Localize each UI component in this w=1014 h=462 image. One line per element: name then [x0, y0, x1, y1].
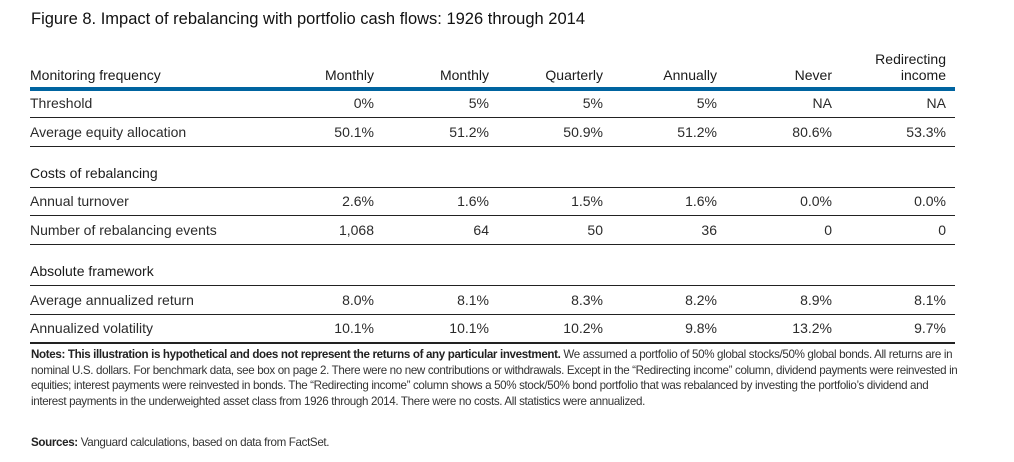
cell: 8.0%: [342, 292, 374, 308]
section-title: Costs of rebalancing: [30, 165, 158, 181]
cell: 2.6%: [342, 193, 374, 209]
cell: 5%: [582, 95, 603, 111]
column-header: Annually: [663, 67, 717, 83]
cell: 1.6%: [457, 193, 489, 209]
cell: 8.1%: [457, 292, 489, 308]
cell: 8.2%: [685, 292, 717, 308]
table-bottom-rule: [30, 342, 955, 344]
row-label: Average equity allocation: [30, 124, 187, 140]
cell: 0: [938, 222, 946, 238]
row-divider: [30, 187, 955, 188]
row-divider: [30, 285, 955, 286]
cell: 1,068: [338, 222, 374, 238]
table-row: Annual turnover 2.6% 1.6% 1.5% 1.6% 0.0%…: [30, 187, 955, 215]
notes-lead: Notes:: [31, 348, 65, 361]
cell: 1.5%: [571, 193, 603, 209]
column-header: Monthly: [324, 67, 374, 83]
row-label: Annual turnover: [30, 193, 129, 209]
cell: 0%: [353, 95, 374, 111]
cell: 50: [587, 222, 603, 238]
cell: 51.2%: [677, 124, 717, 140]
cell: NA: [812, 95, 832, 111]
cell: 64: [473, 222, 489, 238]
cell: 80.6%: [792, 124, 832, 140]
table-row: Annualized volatility 10.1% 10.1% 10.2% …: [30, 314, 955, 342]
cell: 5%: [696, 95, 717, 111]
sources-lead: Sources:: [31, 436, 78, 449]
cell: 13.2%: [792, 320, 832, 336]
cell: 0.0%: [800, 193, 832, 209]
cell: 50.1%: [334, 124, 374, 140]
row-divider: [30, 215, 955, 216]
column-header: Redirecting income: [875, 51, 946, 83]
figure-title: Figure 8. Impact of rebalancing with por…: [31, 10, 585, 28]
table-row: Average equity allocation 50.1% 51.2% 50…: [30, 118, 955, 146]
sources: Sources: Vanguard calculations, based on…: [31, 436, 330, 449]
cell: 50.9%: [563, 124, 603, 140]
row-label: Average annualized return: [30, 292, 194, 308]
cell: 1.6%: [685, 193, 717, 209]
header-rule: [30, 87, 955, 91]
cell: 36: [701, 222, 717, 238]
cell: 8.1%: [914, 292, 946, 308]
cell: 53.3%: [906, 124, 946, 140]
table-row: Number of rebalancing events 1,068 64 50…: [30, 216, 955, 244]
sources-body: Vanguard calculations, based on data fro…: [80, 436, 330, 449]
row-divider: [30, 314, 955, 315]
cell: 51.2%: [449, 124, 489, 140]
notes-body: We assumed a portfolio of 50% global sto…: [31, 348, 958, 408]
cell: NA: [926, 95, 946, 111]
cell: 0.0%: [914, 193, 946, 209]
column-header: Never: [794, 67, 832, 83]
cell: 8.3%: [571, 292, 603, 308]
section-title: Absolute framework: [30, 263, 154, 279]
table-row: Average annualized return 8.0% 8.1% 8.3%…: [30, 286, 955, 314]
row-divider: [30, 244, 955, 245]
row-divider: [30, 146, 955, 147]
cell: 0: [824, 222, 832, 238]
row-label: Number of rebalancing events: [30, 222, 217, 238]
table-row: Threshold 0% 5% 5% 5% NA NA: [30, 89, 955, 117]
cell: 5%: [468, 95, 489, 111]
column-header: Quarterly: [545, 67, 603, 83]
row-label: Annualized volatility: [30, 320, 153, 336]
section-header: Costs of rebalancing: [30, 159, 955, 187]
row-label: Threshold: [30, 95, 93, 111]
cell: 9.8%: [685, 320, 717, 336]
cell: 10.1%: [449, 320, 489, 336]
column-header: Monthly: [439, 67, 489, 83]
cell: 9.7%: [914, 320, 946, 336]
cell: 8.9%: [800, 292, 832, 308]
header-label: Monitoring frequency: [30, 67, 161, 83]
notes-bold: This illustration is hypothetical and do…: [67, 348, 561, 361]
notes: Notes: This illustration is hypothetical…: [31, 347, 961, 409]
section-header: Absolute framework: [30, 257, 955, 285]
row-divider: [30, 117, 955, 118]
table-header-row: Monitoring frequency Monthly Monthly Qua…: [30, 51, 955, 87]
cell: 10.2%: [563, 320, 603, 336]
cell: 10.1%: [334, 320, 374, 336]
